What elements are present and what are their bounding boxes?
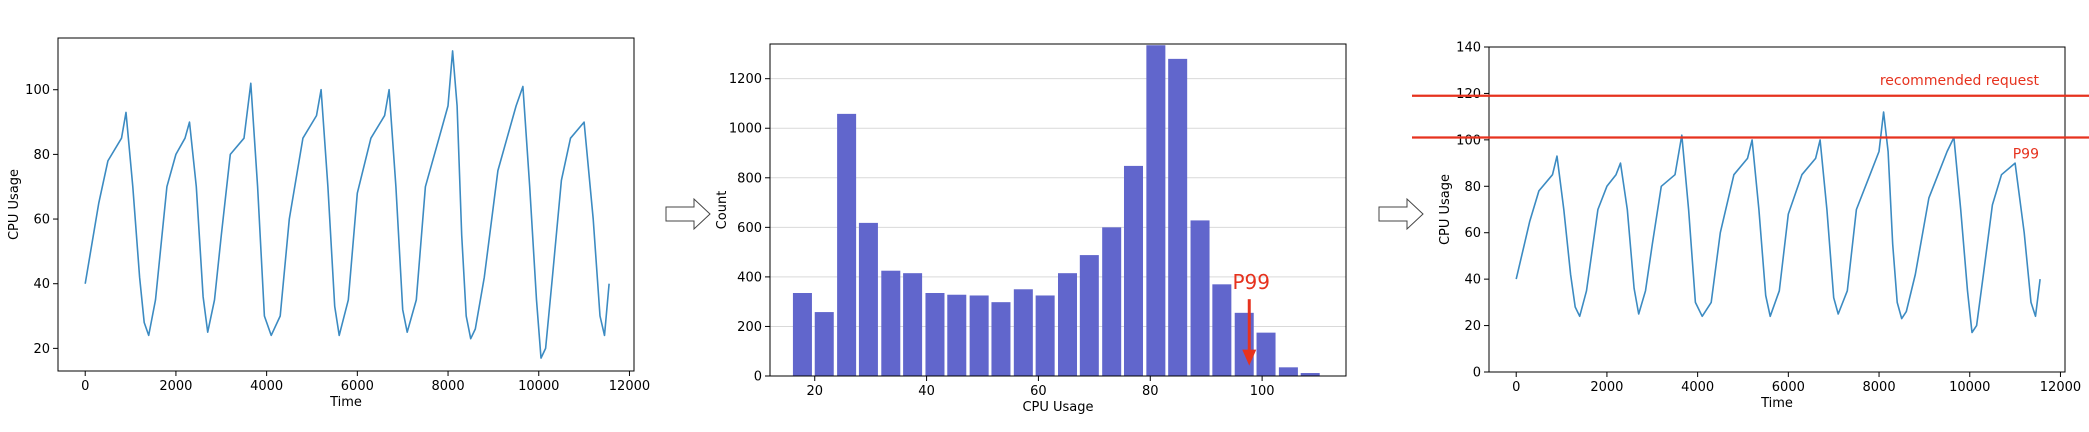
y-tick-label: 600 — [737, 221, 762, 236]
x-tick-label: 20 — [806, 384, 823, 399]
histogram-bar — [1190, 220, 1210, 376]
y-tick-label: 20 — [33, 342, 50, 357]
x-axis-label: Time — [1760, 396, 1793, 411]
x-tick-label: 10000 — [518, 379, 559, 394]
y-tick-label: 140 — [1456, 41, 1481, 56]
histogram-bar — [1146, 45, 1166, 377]
cpu-usage-series-line — [84, 50, 610, 359]
y-axis-label: CPU Usage — [1438, 174, 1453, 245]
histogram-bar — [1058, 273, 1078, 376]
recommended-request-label: recommended request — [1880, 73, 2040, 89]
x-tick-label: 12000 — [2040, 380, 2081, 395]
p99-annotation-label: P99 — [1232, 270, 1270, 294]
x-tick-label: 80 — [1142, 384, 1159, 399]
x-tick-label: 10000 — [1949, 380, 1990, 395]
histogram-bar — [881, 270, 901, 376]
x-tick-label: 4000 — [1681, 380, 1714, 395]
y-axis-label: Count — [715, 191, 730, 230]
x-tick-label: 8000 — [432, 379, 465, 394]
histogram-bar — [814, 312, 834, 376]
plot-frame — [1488, 46, 2066, 373]
right-arrow-icon — [1378, 197, 1424, 231]
x-tick-label: 8000 — [1863, 380, 1896, 395]
histogram-bar — [1212, 284, 1232, 376]
y-axis-label: CPU Usage — [7, 169, 22, 240]
x-tick-label: 60 — [1030, 384, 1047, 399]
histogram-bar — [969, 295, 989, 376]
y-tick-label: 60 — [33, 213, 50, 228]
x-axis-label: Time — [329, 395, 362, 410]
histogram-bar — [1300, 373, 1320, 376]
p99-line-label: P99 — [2013, 147, 2039, 163]
plot-frame — [57, 37, 635, 372]
histogram-bar — [991, 302, 1011, 376]
cpu-usage-with-recommendation-chart: 0 2000 4000 6000 8000 10000 12000 0 20 40 60 80 100 1… — [1412, 41, 2089, 411]
x-tick-label: 2000 — [159, 379, 192, 394]
plot-frame — [769, 43, 1347, 377]
y-tick-label: 200 — [737, 320, 762, 335]
histogram-bar — [1123, 165, 1144, 376]
right-arrow-icon — [665, 197, 711, 231]
y-tick-label: 80 — [33, 148, 50, 163]
histogram-bar — [1102, 227, 1122, 376]
y-tick-label: 100 — [1456, 133, 1481, 148]
x-tick-label: 6000 — [341, 379, 374, 394]
histogram-bar — [858, 222, 878, 376]
histogram-bar — [792, 293, 812, 376]
x-tick-label: 100 — [1250, 384, 1275, 399]
y-tick-label: 100 — [25, 83, 50, 98]
cpu-usage-time-series-chart: 0 2000 4000 6000 8000 10000 12000 20 40 60 80 100 Ti… — [7, 37, 650, 410]
cpu-usage-series-line — [1515, 111, 2041, 334]
x-tick-label: 0 — [81, 379, 89, 394]
y-tick-label: 40 — [33, 277, 50, 292]
histogram-bar — [1035, 295, 1055, 376]
x-axis-label: CPU Usage — [1022, 400, 1093, 415]
histogram-bar — [1013, 289, 1033, 376]
y-tick-label: 80 — [1464, 180, 1481, 195]
histogram-bar — [1278, 367, 1298, 376]
x-tick-label: 12000 — [609, 379, 650, 394]
x-tick-label: 2000 — [1590, 380, 1623, 395]
histogram-bar — [837, 113, 857, 377]
histogram-bar — [1256, 332, 1276, 376]
histogram-bar — [903, 273, 923, 376]
histogram-bar — [1234, 312, 1254, 376]
y-tick-label: 400 — [737, 270, 762, 285]
y-tick-label: 1000 — [729, 122, 762, 137]
histogram-bar — [947, 294, 967, 376]
y-tick-label: 120 — [1456, 87, 1481, 102]
histogram-bar — [925, 293, 945, 376]
x-tick-label: 6000 — [1772, 380, 1805, 395]
x-tick-label: 0 — [1512, 380, 1520, 395]
y-tick-label: 800 — [737, 171, 762, 186]
y-tick-label: 60 — [1464, 226, 1481, 241]
y-tick-label: 20 — [1464, 319, 1481, 334]
y-tick-label: 0 — [1473, 366, 1481, 381]
x-tick-label: 4000 — [250, 379, 283, 394]
histogram-bar — [1168, 58, 1188, 377]
y-tick-label: 40 — [1464, 273, 1481, 288]
x-tick-label: 40 — [918, 384, 935, 399]
y-tick-label: 1200 — [729, 72, 762, 87]
y-tick-label: 0 — [754, 370, 762, 385]
histogram-bar — [1079, 255, 1099, 376]
p99-annotation-arrowhead — [1242, 349, 1257, 366]
